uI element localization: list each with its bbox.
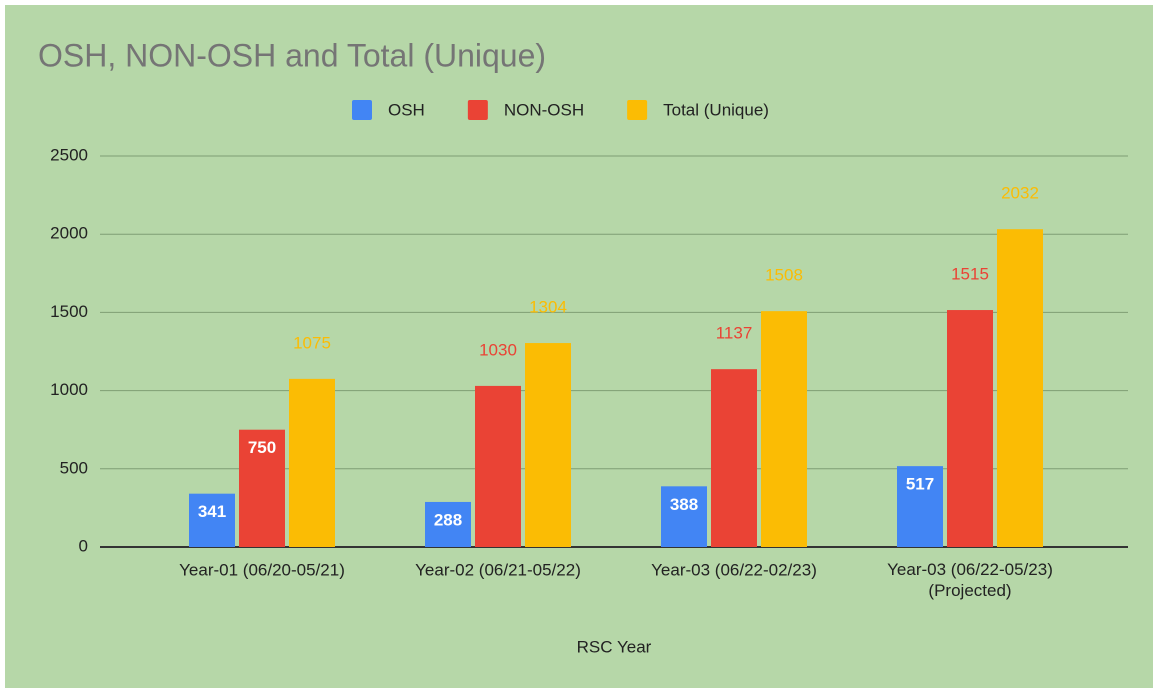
legend-label: NON-OSH [504,100,584,119]
data-label: 388 [670,495,698,514]
bar [711,369,757,547]
bar [997,229,1043,548]
x-tick-label: Year-02 (06/21-05/22) [415,560,581,579]
data-label: 1508 [765,266,803,285]
y-tick-label: 2000 [50,224,88,243]
bar [475,385,521,547]
data-label: 341 [198,502,226,521]
y-tick-label: 500 [60,458,88,477]
bar [897,466,943,547]
x-axis-title: RSC Year [577,637,652,656]
data-label: 1304 [529,298,567,317]
bar [289,378,335,547]
legend-label: Total (Unique) [663,100,769,119]
bar [661,486,707,547]
legend-swatch [352,100,372,120]
bar [425,501,471,547]
data-label: 2032 [1001,184,1039,203]
data-label: 1137 [716,324,753,343]
bar [761,311,807,547]
data-label: 750 [248,438,276,457]
chart-title: OSH, NON-OSH and Total (Unique) [38,37,546,73]
x-tick-label: Year-01 (06/20-05/21) [179,560,345,579]
data-label: 288 [434,510,462,529]
x-tick-label: Year-03 (06/22-05/23) (Projected) [887,560,1053,600]
bar [525,343,571,547]
legend-swatch [627,100,648,120]
bar [947,310,993,547]
y-tick-label: 2500 [50,145,88,164]
data-label: 1075 [293,333,331,352]
data-label: 1515 [951,265,989,284]
x-tick-label: Year-03 (06/22-02/23) [651,560,817,579]
data-label: 1030 [479,340,517,359]
bar [239,429,285,547]
data-label: 517 [906,475,934,494]
y-tick-label: 1500 [50,302,88,321]
y-tick-label: 0 [79,536,88,555]
bar [189,493,235,547]
legend-label: OSH [388,100,425,119]
y-tick-label: 1000 [50,380,88,399]
legend-swatch [467,100,488,120]
